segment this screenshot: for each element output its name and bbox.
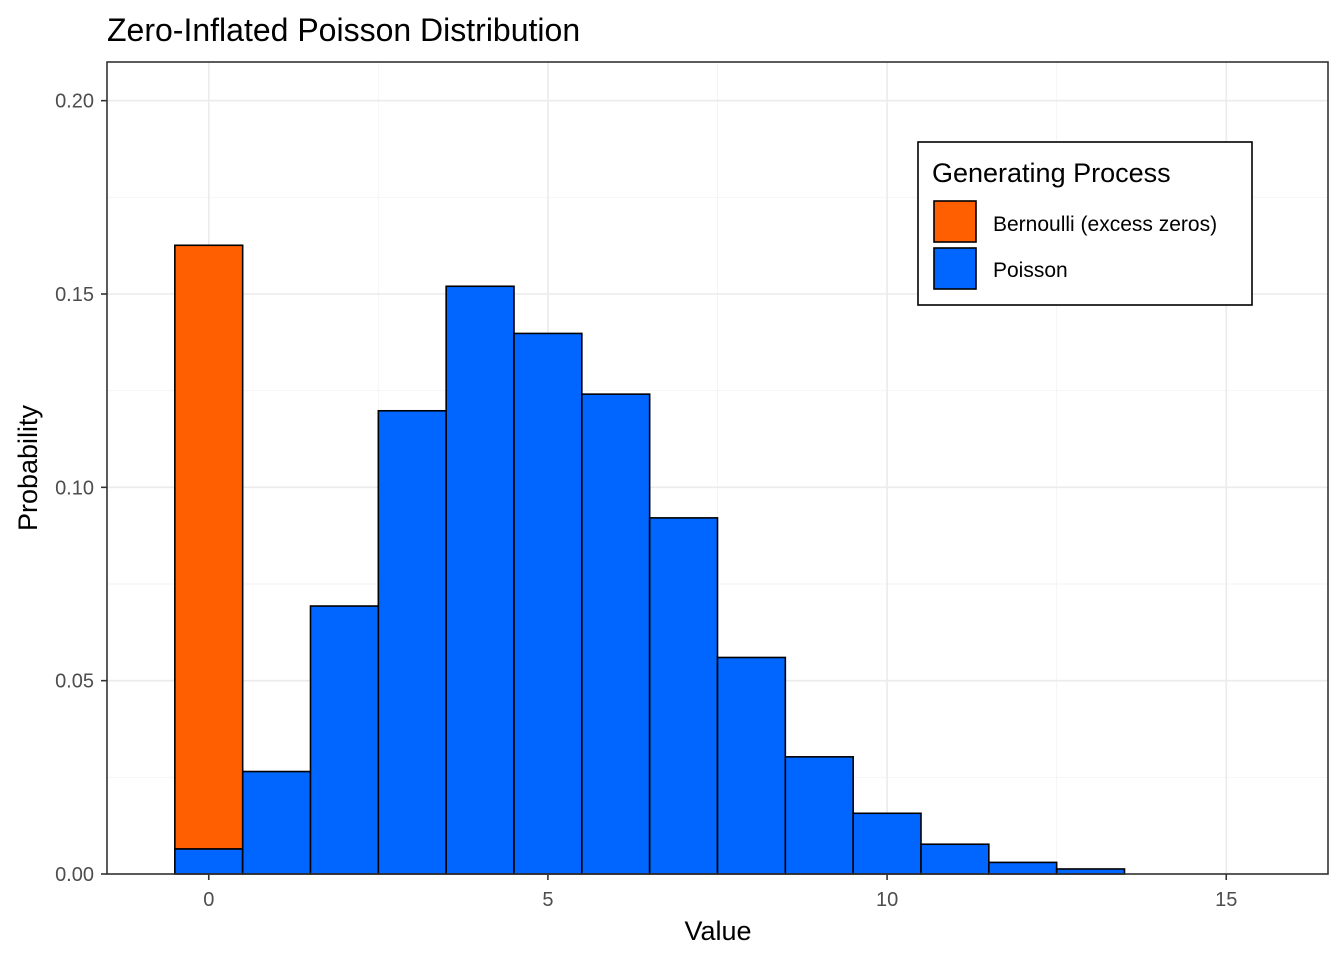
y-tick-label: 0.15 — [55, 284, 94, 306]
bar-poisson-6 — [581, 393, 651, 875]
legend-key-bernoulli — [933, 200, 977, 243]
y-tick-label: 0.20 — [55, 91, 94, 113]
x-tick-label: 0 — [203, 889, 214, 911]
bar-poisson-8 — [716, 656, 787, 875]
y-axis-title: Probability — [13, 404, 43, 531]
x-tick-label: 15 — [1215, 889, 1237, 911]
bar-poisson-4 — [445, 285, 515, 875]
y-tick-label: 0.10 — [55, 477, 94, 499]
legend-title: Generating Process — [932, 158, 1171, 188]
bar-poisson-10 — [852, 812, 922, 875]
x-axis: 0 5 10 15 — [203, 874, 1237, 911]
y-axis: 0.00 0.05 0.10 0.15 0.20 — [55, 91, 107, 886]
bar-poisson-9 — [784, 756, 854, 875]
legend-label-bernoulli: Bernoulli (excess zeros) — [993, 213, 1217, 236]
x-axis-title: Value — [684, 916, 751, 946]
bar-bernoulli-excess-zeros-0 — [174, 244, 244, 850]
y-tick-label: 0.05 — [55, 671, 94, 693]
y-tick-label: 0.00 — [55, 864, 94, 886]
bar-poisson-3 — [377, 409, 447, 875]
bar-poisson-1 — [241, 770, 312, 875]
bar-poisson-0 — [174, 848, 244, 875]
bar-poisson-12 — [988, 861, 1058, 875]
x-tick-label: 5 — [542, 889, 553, 911]
chart-title: Zero-Inflated Poisson Distribution — [107, 12, 580, 48]
panel-border — [106, 61, 1329, 875]
bar-poisson-2 — [309, 605, 380, 875]
bar-poisson-5 — [513, 332, 583, 875]
x-tick-label: 10 — [876, 889, 898, 911]
legend: Generating Process Bernoulli (excess zer… — [917, 141, 1253, 306]
bar-poisson-11 — [920, 843, 990, 875]
bar-poisson-7 — [648, 517, 719, 875]
legend-label-poisson: Poisson — [993, 259, 1068, 282]
legend-key-poisson — [933, 247, 977, 290]
bars — [174, 244, 1126, 875]
